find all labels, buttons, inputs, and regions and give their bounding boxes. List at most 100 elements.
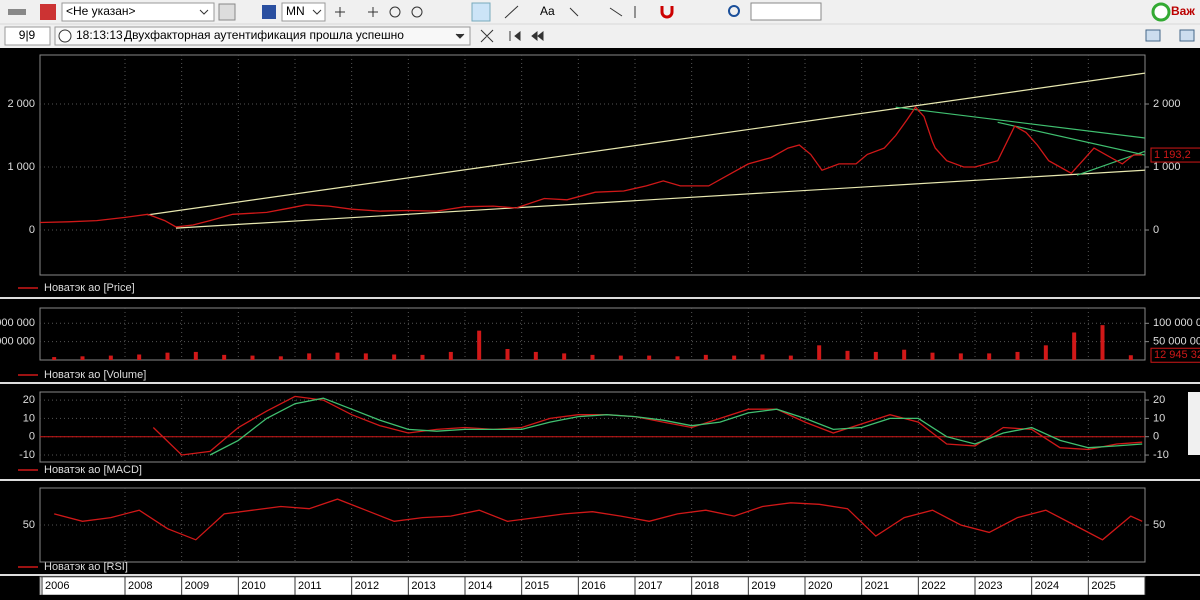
time-tick-label: 2021 [865, 580, 889, 592]
magnet-icon[interactable] [660, 6, 674, 19]
volume-bar [873, 351, 878, 360]
volume-bar [193, 351, 198, 360]
time-tick-label: 2019 [751, 580, 775, 592]
cursor-tools[interactable] [335, 6, 423, 18]
y-tick-label: 10 [23, 412, 35, 424]
search-input[interactable] [750, 2, 822, 21]
volume-bar [675, 356, 680, 360]
y-tick-label-right: 2 000 [1153, 98, 1181, 110]
y-tick-label: -10 [19, 449, 35, 461]
message-text: Двухфакторная аутентификация прошла успе… [124, 28, 404, 42]
y-tick-label: 50 000 000 [0, 336, 35, 348]
y-tick-label: 1 000 [7, 161, 35, 173]
scrollbar[interactable] [1188, 392, 1200, 455]
volume-bar [618, 355, 623, 360]
y-tick-label-right: 50 [1153, 519, 1165, 531]
volume-bar [788, 355, 793, 360]
trendline [175, 169, 1146, 229]
y-tick-label-right: 1 000 [1153, 161, 1181, 173]
volume-bar [760, 354, 765, 360]
legend-label: Новатэк ао [Price] [44, 282, 135, 294]
volume-bar [52, 357, 57, 360]
volume-bar [363, 353, 368, 360]
important-icon[interactable] [1151, 2, 1171, 22]
info-icon [58, 29, 72, 43]
time-tick-label: 2017 [638, 580, 662, 592]
volume-bar [165, 352, 170, 360]
account-text: <Не указан> [66, 4, 136, 18]
time-tick-label: 2015 [525, 580, 549, 592]
volume-bar [80, 356, 85, 360]
volume-bar [902, 349, 907, 360]
trendline [147, 72, 1146, 216]
time-tick-label: 2010 [241, 580, 265, 592]
y-tick-label-right: -10 [1153, 449, 1169, 461]
y-tick-label: 2 000 [7, 98, 35, 110]
y-tick-label-right: 20 [1153, 394, 1165, 406]
volume-bar [647, 355, 652, 360]
current-value-box [1150, 347, 1200, 363]
time-tick-label: 2006 [45, 580, 69, 592]
volume-bar [108, 355, 113, 360]
time-tick-label: 2020 [808, 580, 832, 592]
message-box[interactable] [54, 26, 471, 46]
volume-bar [477, 330, 482, 360]
volume-bar [448, 351, 453, 360]
time-tick-label: 2024 [1035, 580, 1059, 592]
volume-bar [533, 351, 538, 360]
time-tick-label: 2013 [411, 580, 435, 592]
plot-frame [39, 54, 1146, 276]
font-button[interactable]: Aa [540, 4, 555, 18]
search-icon[interactable] [728, 5, 740, 17]
drawing-tools[interactable] [504, 5, 636, 19]
legend-label: Новатэк ао [Volume] [44, 369, 146, 381]
volume-bar [817, 345, 822, 360]
volume-bar [1128, 355, 1133, 360]
volume-bar [137, 354, 142, 360]
account-icon[interactable] [40, 4, 56, 20]
y-tick-label-right: 0 [1153, 431, 1159, 443]
time-tick-label: 2011 [298, 580, 322, 592]
volume-bar [590, 354, 595, 360]
volume-bar [1072, 332, 1077, 360]
series-line [209, 397, 1143, 456]
message-nav[interactable] [455, 29, 544, 43]
time-tick-label: 2026 [1148, 580, 1172, 592]
y-tick-label: 20 [23, 394, 35, 406]
time-tick-label: 2023 [978, 580, 1002, 592]
series-line [152, 395, 1143, 456]
volume-bar [845, 350, 850, 360]
mail-icon[interactable] [1179, 29, 1195, 42]
volume-bar [562, 353, 567, 360]
y-tick-label: 100 000 000 [0, 317, 35, 329]
volume-bar [278, 356, 283, 360]
series-line [54, 498, 1143, 541]
y-tick-label-right: 50 000 000 [1153, 336, 1200, 348]
y-tick-label-right: 100 000 000 [1153, 317, 1200, 329]
current-value: 1 193,2 [1154, 149, 1191, 161]
time-tick-label: 2009 [185, 580, 209, 592]
account-select[interactable] [61, 2, 215, 22]
volume-bar [1015, 351, 1020, 360]
series-line [39, 106, 1143, 228]
y-tick-label: 0 [29, 224, 35, 236]
user-icon[interactable] [218, 3, 236, 21]
legend-label: Новатэк ао [RSI] [44, 561, 128, 573]
volume-bar [1100, 325, 1105, 360]
volume-bar [930, 352, 935, 360]
hand-tool-active[interactable] [471, 2, 491, 22]
plot-frame [39, 307, 1146, 361]
chart-icon[interactable] [262, 5, 276, 19]
important-button[interactable]: Важ [1171, 4, 1195, 18]
y-tick-label: 50 [23, 519, 35, 531]
time-tick-label: 2022 [921, 580, 945, 592]
interval-select[interactable] [281, 2, 326, 22]
current-value-box [1150, 147, 1200, 163]
time-tick-label: 2025 [1091, 580, 1115, 592]
volume-bar [732, 355, 737, 360]
chat-icon[interactable] [1145, 29, 1161, 42]
current-value: 12 945 32 [1154, 349, 1200, 361]
y-tick-label: 0 [29, 431, 35, 443]
